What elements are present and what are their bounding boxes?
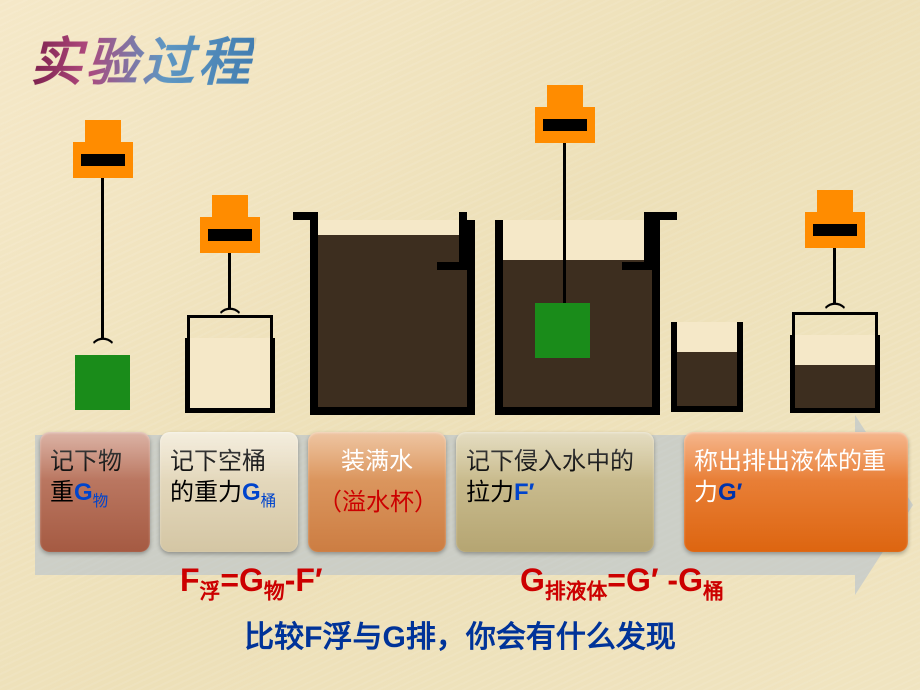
- formula-right: G排液体=G′ -G桶: [520, 562, 724, 604]
- wire-1: [101, 178, 104, 338]
- green-block-submerged: [535, 303, 590, 358]
- conclusion-text: 比较F浮与G排，你会有什么发现: [0, 612, 920, 656]
- sensor-4: [535, 85, 595, 143]
- step-box-1: 记下物重G物: [40, 432, 150, 552]
- step-boxes: 记下物重G物 记下空桶的重力G桶 装满水 （溢水杯） 记下侵入水中的拉力F′ 称…: [40, 432, 900, 552]
- green-block-1: [75, 355, 130, 410]
- step-box-3: 装满水 （溢水杯）: [308, 432, 446, 552]
- step-box-4: 记下侵入水中的拉力F′: [456, 432, 654, 552]
- step-box-5: 称出排出液体的重力G′: [684, 432, 908, 552]
- step-box-2: 记下空桶的重力G桶: [160, 432, 298, 552]
- wire-2: [228, 253, 231, 308]
- diagram-area: ⌒ ⌒ ⌒ ⌒: [35, 100, 895, 430]
- empty-bucket: [185, 338, 275, 413]
- formula-left: F浮=G物-F′: [180, 562, 323, 604]
- sensor-1: [73, 120, 133, 178]
- page-title: 实验过程: [30, 20, 254, 95]
- wire-5: [833, 248, 836, 303]
- sensor-5: [805, 190, 865, 248]
- sensor-2: [200, 195, 260, 253]
- full-beaker: [310, 220, 475, 415]
- overflow-cup: [671, 322, 743, 412]
- liquid-bucket: [790, 335, 880, 413]
- wire-4-top: [563, 143, 566, 303]
